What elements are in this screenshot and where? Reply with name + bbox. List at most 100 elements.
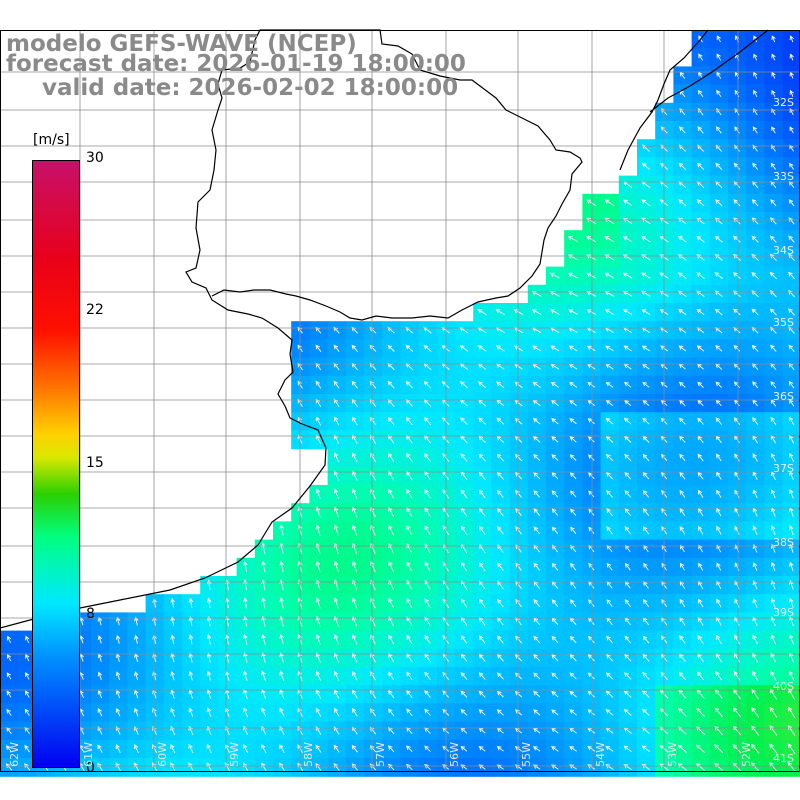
wind-arrow bbox=[388, 597, 395, 609]
wind-arrow bbox=[496, 471, 504, 480]
wind-arrow bbox=[460, 672, 468, 680]
wind-arrow bbox=[279, 707, 285, 717]
wind-arrow bbox=[733, 217, 741, 225]
wind-arrow bbox=[25, 653, 30, 662]
wind-arrow bbox=[351, 416, 358, 426]
wind-arrow bbox=[533, 435, 541, 443]
wind-arrow bbox=[188, 597, 194, 608]
wind-cell bbox=[782, 375, 800, 395]
wind-arrow bbox=[733, 381, 741, 389]
wind-arrow bbox=[424, 634, 431, 645]
wind-arrow bbox=[515, 562, 522, 571]
wind-arrow bbox=[315, 488, 321, 500]
wind-arrow bbox=[333, 670, 340, 681]
wind-arrow bbox=[788, 344, 795, 352]
wind-arrow bbox=[333, 434, 340, 444]
wind-arrow bbox=[333, 763, 340, 771]
wind-arrow bbox=[352, 488, 358, 500]
wind-arrow bbox=[369, 398, 377, 407]
wind-arrow bbox=[206, 652, 212, 663]
wind-arrow bbox=[587, 745, 596, 752]
wind-arrow bbox=[188, 634, 194, 645]
wind-arrow bbox=[567, 272, 579, 279]
wind-arrow bbox=[551, 472, 559, 480]
wind-arrow bbox=[424, 525, 431, 536]
wind-arrow bbox=[550, 345, 560, 352]
wind-cell bbox=[782, 102, 800, 122]
wind-arrow bbox=[605, 400, 614, 406]
longitude-label: 52W bbox=[740, 742, 753, 767]
wind-arrow bbox=[478, 672, 486, 680]
wind-arrow bbox=[642, 672, 650, 680]
wind-arrow bbox=[679, 508, 686, 517]
wind-arrow bbox=[698, 507, 704, 517]
wind-arrow bbox=[715, 671, 723, 681]
wind-arrow bbox=[642, 471, 650, 480]
wind-arrow bbox=[551, 654, 559, 662]
wind-cell bbox=[782, 157, 800, 177]
wind-arrow bbox=[697, 489, 704, 498]
wind-cell bbox=[782, 212, 800, 231]
wind-arrow bbox=[352, 652, 358, 663]
wind-arrow bbox=[770, 598, 776, 608]
wind-arrow bbox=[315, 362, 322, 371]
wind-arrow bbox=[605, 417, 614, 425]
wind-arrow bbox=[714, 235, 723, 243]
wind-arrow bbox=[406, 671, 413, 681]
longitude-label: 54W bbox=[594, 742, 607, 767]
wind-arrow bbox=[279, 744, 285, 754]
wind-arrow bbox=[752, 616, 758, 626]
wind-arrow bbox=[677, 235, 687, 243]
wind-cell bbox=[782, 412, 800, 431]
wind-arrow bbox=[460, 690, 468, 698]
wind-arrow bbox=[570, 544, 577, 553]
wind-arrow bbox=[25, 635, 30, 644]
wind-arrow bbox=[715, 417, 722, 425]
wind-arrow bbox=[333, 634, 340, 645]
wind-arrow bbox=[261, 707, 267, 717]
wind-arrow bbox=[424, 690, 431, 698]
wind-arrow bbox=[170, 634, 175, 645]
wind-arrow bbox=[624, 562, 631, 571]
wind-arrow bbox=[532, 345, 542, 352]
wind-arrow bbox=[570, 508, 577, 516]
wind-arrow bbox=[788, 706, 796, 718]
wind-arrow bbox=[496, 672, 504, 680]
wind-arrow bbox=[623, 708, 632, 716]
wind-arrow bbox=[243, 652, 248, 663]
wind-arrow bbox=[569, 490, 577, 498]
wind-arrow bbox=[604, 199, 615, 207]
wind-arrow bbox=[551, 635, 559, 644]
wind-arrow bbox=[679, 471, 686, 480]
wind-arrow bbox=[333, 362, 340, 371]
wind-arrow bbox=[477, 381, 487, 389]
wind-arrow bbox=[751, 688, 759, 700]
wind-arrow bbox=[532, 746, 541, 752]
wind-arrow bbox=[788, 217, 795, 225]
wind-arrow bbox=[549, 272, 560, 279]
wind-arrow bbox=[606, 472, 614, 480]
wind-cell bbox=[782, 357, 800, 377]
wind-arrow bbox=[624, 471, 632, 480]
wind-arrow bbox=[369, 745, 377, 753]
wind-arrow bbox=[152, 743, 158, 754]
wind-arrow bbox=[789, 525, 794, 536]
wind-arrow bbox=[170, 597, 175, 608]
wind-arrow bbox=[604, 236, 615, 243]
wind-arrow bbox=[679, 598, 686, 608]
wind-arrow bbox=[642, 635, 650, 644]
latitude-label: 40S bbox=[773, 680, 794, 693]
wind-arrow bbox=[734, 525, 740, 535]
wind-arrow bbox=[624, 526, 631, 535]
wind-arrow bbox=[479, 562, 486, 572]
wind-arrow bbox=[533, 709, 541, 716]
wind-cell bbox=[782, 339, 800, 359]
wind-arrow bbox=[551, 490, 559, 498]
wind-arrow bbox=[752, 598, 758, 608]
wind-cell bbox=[782, 703, 800, 723]
wind-arrow bbox=[551, 508, 559, 516]
wind-arrow bbox=[752, 453, 758, 462]
wind-arrow bbox=[733, 671, 741, 681]
wind-arrow bbox=[333, 652, 340, 663]
wind-arrow bbox=[551, 417, 559, 425]
